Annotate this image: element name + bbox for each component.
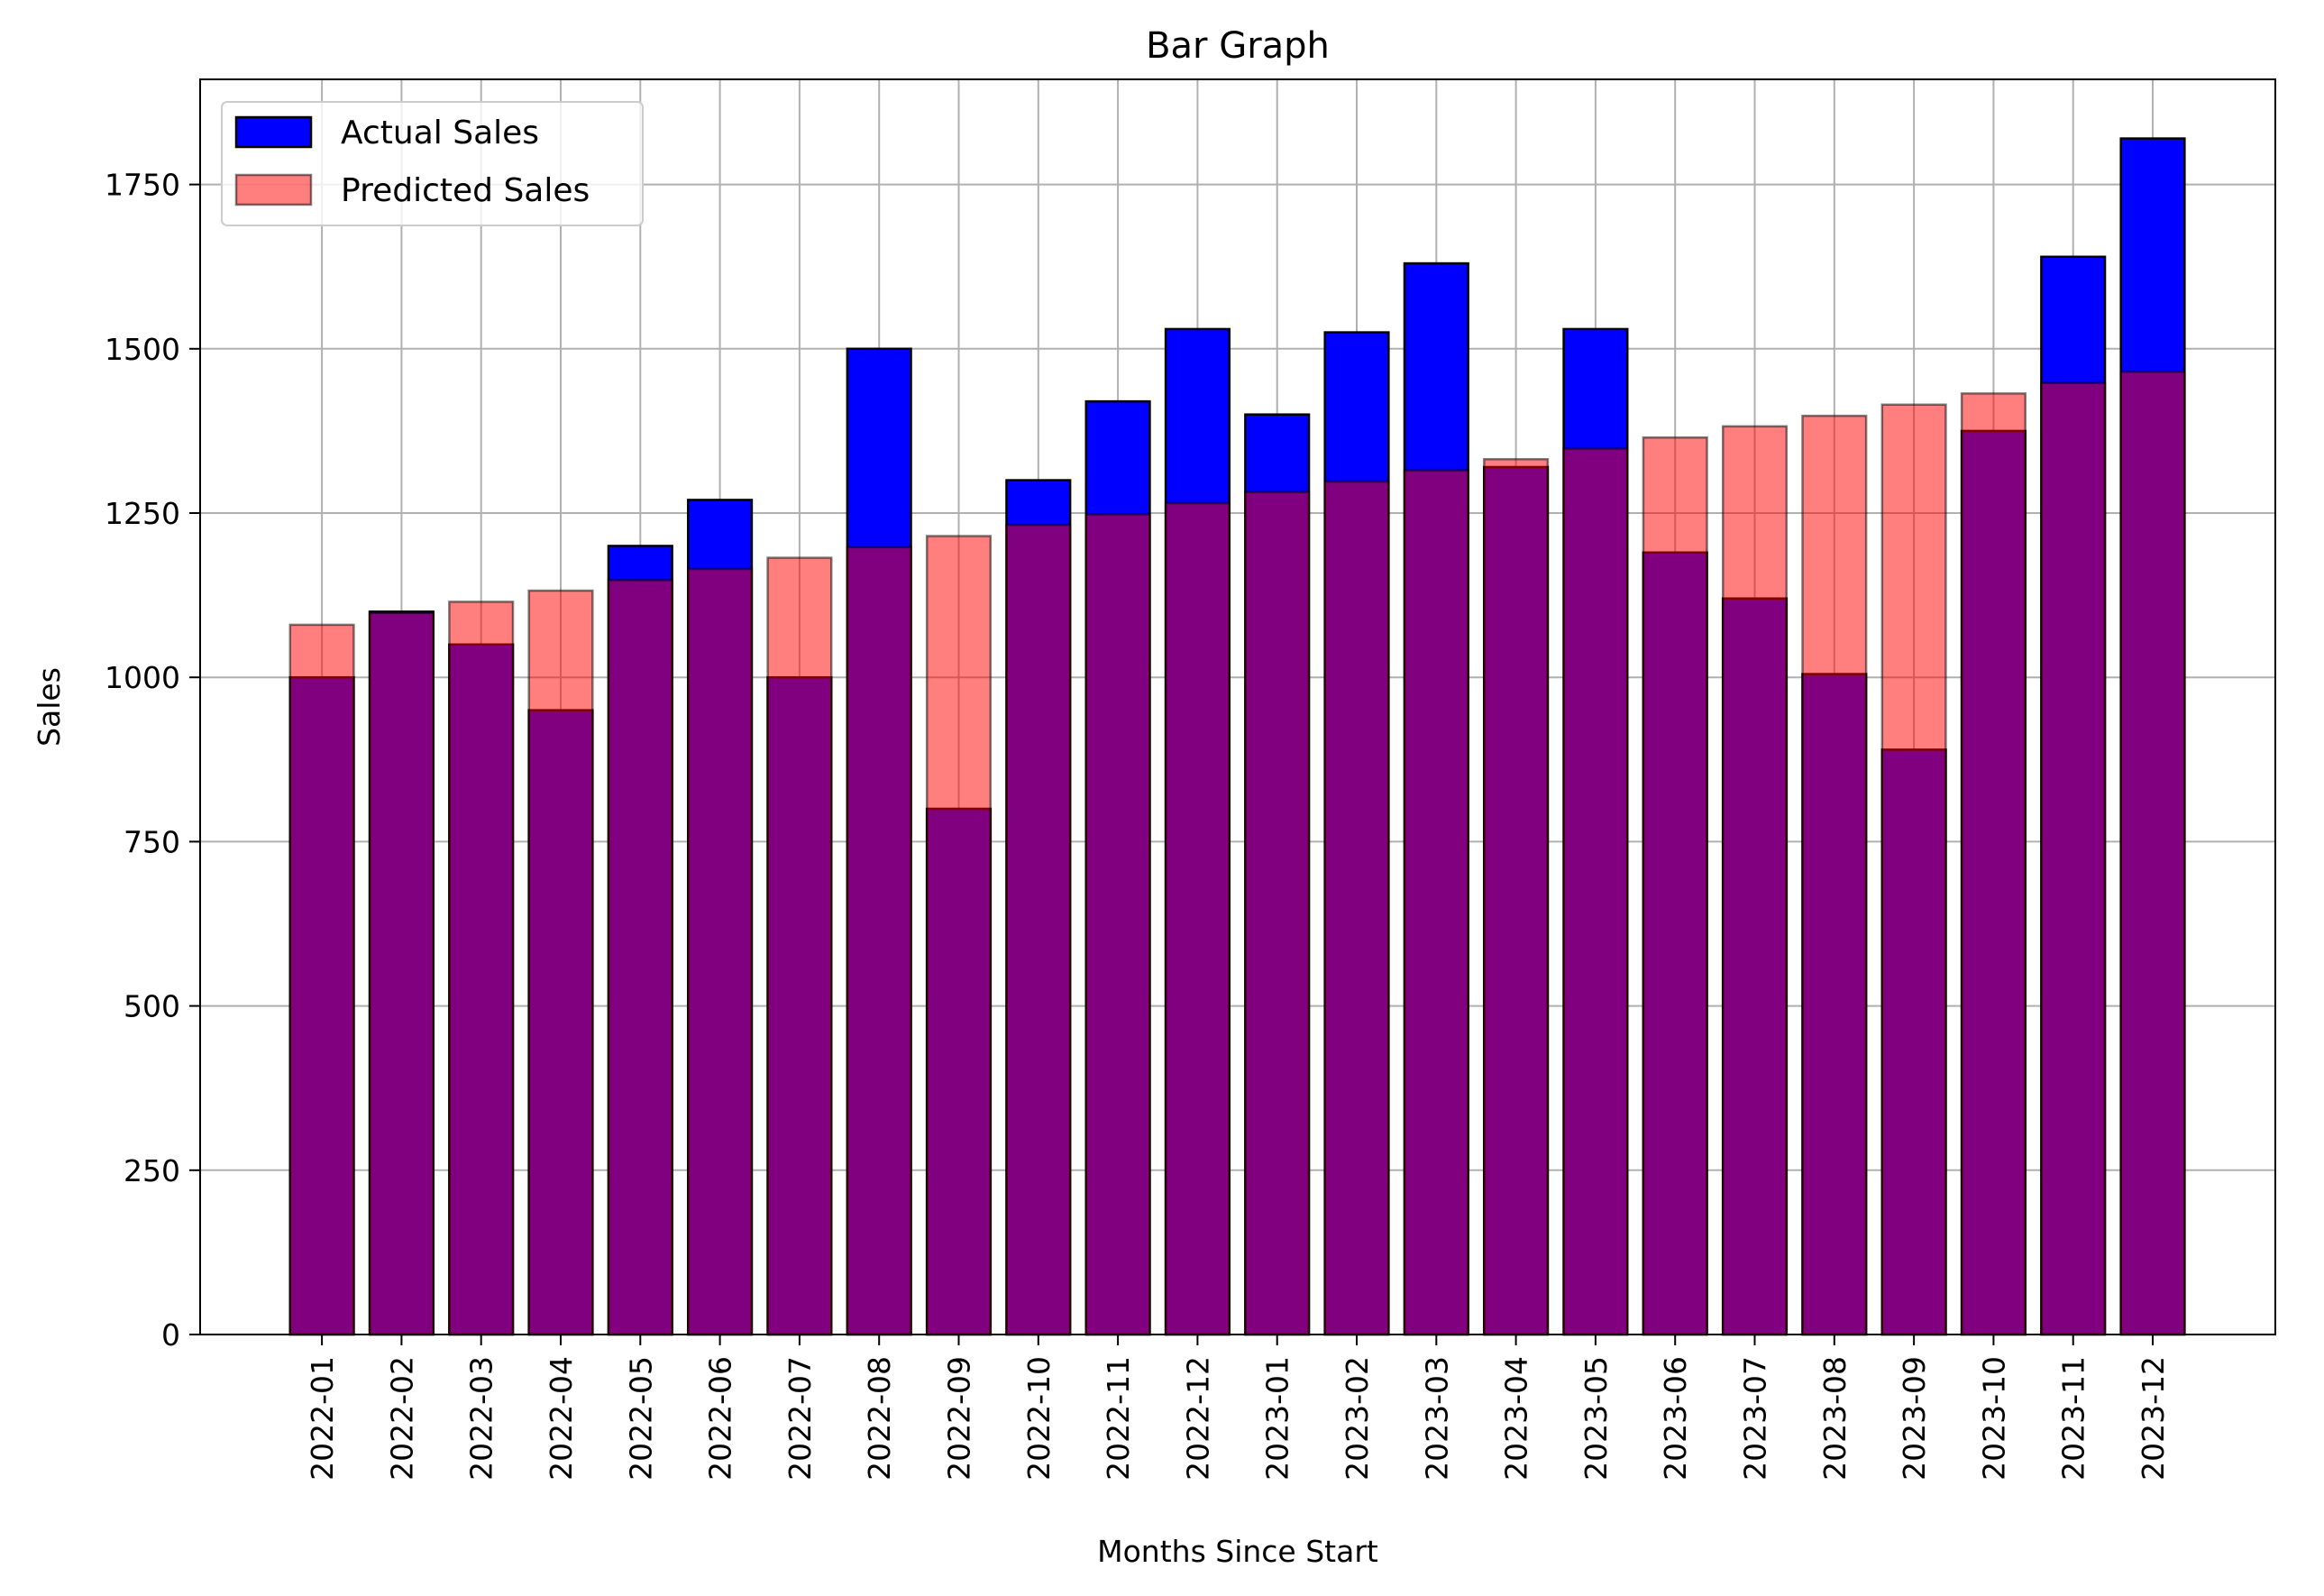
bar — [1244, 491, 1311, 1336]
legend-swatch — [234, 115, 313, 149]
y-tick-label: 500 — [124, 989, 180, 1024]
x-tick-label: 2022-08 — [862, 1356, 897, 1481]
bar — [1403, 469, 1469, 1336]
bar — [1960, 392, 2027, 1336]
bar — [766, 556, 833, 1336]
x-tick-label: 2022-09 — [942, 1356, 977, 1481]
legend: Actual Sales Predicted Sales — [221, 101, 644, 226]
bar — [448, 601, 515, 1336]
bar — [687, 567, 754, 1336]
y-tick-label: 1000 — [105, 660, 180, 695]
legend-label: Predicted Sales — [341, 172, 590, 209]
legend-swatch — [234, 173, 313, 206]
y-tick-label: 1250 — [105, 496, 180, 531]
bar — [368, 611, 435, 1336]
bar — [607, 579, 673, 1336]
x-tick-label: 2022-04 — [544, 1356, 579, 1481]
x-tick-label: 2023-02 — [1340, 1356, 1375, 1481]
chart-title: Bar Graph — [1146, 25, 1330, 67]
bar — [1323, 480, 1390, 1336]
x-tick-label: 2023-10 — [1976, 1356, 2011, 1481]
x-tick-label: 2023-11 — [2056, 1356, 2091, 1481]
legend-box — [221, 101, 644, 226]
y-axis-title: Sales — [32, 667, 67, 747]
plot-frame — [199, 78, 2276, 1335]
bar — [1483, 457, 1550, 1336]
y-tick-label: 250 — [124, 1153, 180, 1188]
x-tick-label: 2022-10 — [1021, 1356, 1057, 1481]
y-tick-label: 0 — [161, 1317, 180, 1353]
bar — [925, 535, 993, 1336]
bar — [1880, 403, 1947, 1336]
y-tick-label: 1500 — [105, 332, 180, 367]
x-axis: 2022-01 2022-02 2022-03 2022-04 2022-05 2022-… — [305, 1335, 2171, 1481]
x-tick-label: 2022-06 — [703, 1356, 738, 1481]
bar — [1801, 414, 1868, 1336]
x-tick-label: 2022-03 — [464, 1356, 499, 1481]
bar — [527, 589, 594, 1336]
x-tick-label: 2023-05 — [1578, 1356, 1614, 1481]
x-tick-label: 2022-05 — [623, 1356, 658, 1481]
x-tick-label: 2022-01 — [305, 1356, 340, 1481]
y-axis: 0 250 500 750 1000 1250 1500 1750 — [105, 168, 200, 1353]
bar — [288, 623, 355, 1336]
x-tick-label: 2022-07 — [782, 1356, 818, 1481]
bar — [1164, 501, 1231, 1336]
x-tick-label: 2022-02 — [384, 1356, 419, 1481]
x-tick-label: 2022-12 — [1180, 1356, 1215, 1481]
bar — [1005, 523, 1072, 1336]
bar — [2040, 381, 2107, 1336]
x-tick-label: 2023-06 — [1658, 1356, 1693, 1481]
bar — [1721, 425, 1789, 1336]
bar — [2119, 371, 2186, 1336]
legend-label: Actual Sales — [341, 115, 539, 151]
x-tick-label: 2023-08 — [1817, 1356, 1853, 1481]
bar — [846, 546, 912, 1336]
x-tick-label: 2023-07 — [1738, 1356, 1773, 1481]
x-tick-label: 2023-04 — [1499, 1356, 1534, 1481]
x-tick-label: 2022-11 — [1101, 1356, 1136, 1481]
bar — [1084, 513, 1151, 1336]
y-tick-label: 750 — [124, 824, 180, 859]
x-axis-title: Months Since Start — [1097, 1534, 1378, 1569]
x-tick-label: 2023-03 — [1419, 1356, 1454, 1481]
y-tick-label: 1750 — [105, 168, 180, 203]
x-tick-label: 2023-09 — [1897, 1356, 1932, 1481]
bar — [1642, 436, 1708, 1336]
x-tick-label: 2023-01 — [1260, 1356, 1295, 1481]
bar — [1562, 447, 1629, 1336]
x-tick-label: 2023-12 — [2136, 1356, 2171, 1481]
